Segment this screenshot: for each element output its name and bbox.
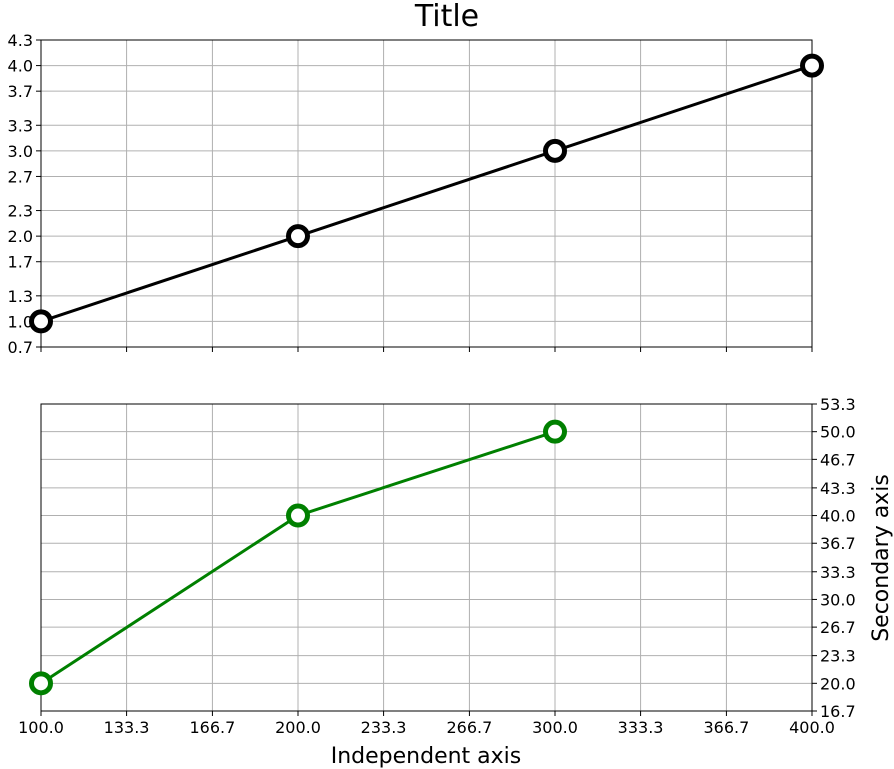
bottom-x-tick-label: 100.0	[18, 718, 64, 737]
bottom-y-tick-label: 26.7	[820, 618, 856, 637]
bottom-y-tick-label: 53.3	[820, 395, 856, 414]
top-y-tick-label: 4.0	[8, 57, 33, 76]
bottom-panel: 100.0 133.3 166.7 200.0 233.3 266.7 300.0 333.3…	[18, 395, 856, 737]
top-series-line	[40, 64, 813, 323]
bottom-data-point	[29, 671, 53, 696]
top-data-point	[286, 224, 310, 249]
top-y-tick-label: 3.3	[8, 116, 33, 135]
bottom-y-tick-label: 46.7	[820, 450, 856, 469]
x-axis-label: Independent axis	[331, 744, 522, 769]
bottom-y-tick-label: 23.3	[820, 647, 856, 666]
bottom-plot-frame	[40, 403, 813, 712]
bottom-x-tick-label: 233.3	[361, 718, 407, 737]
top-y-tick-label: 1.3	[8, 287, 33, 306]
bottom-x-tick-label: 333.3	[618, 718, 664, 737]
bottom-y-tick-label: 43.3	[820, 479, 856, 498]
bottom-data-point	[286, 503, 310, 528]
top-data-point	[543, 138, 567, 163]
bottom-x-tick-label: 200.0	[275, 718, 321, 737]
bottom-y-tick-label: 40.0	[820, 507, 856, 526]
bottom-x-tick-label: 133.3	[104, 718, 150, 737]
top-y-tick-label: 1.7	[8, 253, 33, 272]
top-y-tick-label: 0.7	[8, 338, 33, 357]
bottom-y-tick-label: 36.7	[820, 534, 856, 553]
bottom-data-point	[543, 419, 567, 444]
bottom-x-tick-label: 300.0	[532, 718, 578, 737]
bottom-y-tick-label: 16.7	[820, 702, 856, 721]
bottom-y-tick-label: 33.3	[820, 563, 856, 582]
bottom-x-tick-label: 366.7	[704, 718, 750, 737]
bottom-y-tick-label: 50.0	[820, 423, 856, 442]
top-y-tick-label: 2.0	[8, 227, 33, 246]
bottom-y-tick-label: 30.0	[820, 590, 856, 609]
top-y-tick-label: 4.3	[8, 31, 33, 50]
top-y-tick-label: 3.7	[8, 82, 33, 101]
top-plot-frame	[40, 39, 813, 348]
top-data-point	[800, 53, 824, 78]
top-y-tick-label: 2.7	[8, 167, 33, 186]
top-y-tick-label: 1.0	[8, 312, 33, 331]
top-y-tick-label: 2.3	[8, 202, 33, 221]
top-panel: 0.7 1.0 1.3 1.7 2.0 2.3 2.7 3.0 3.3 3.7 4.0 4.3	[8, 31, 824, 357]
top-y-tick-label: 3.0	[8, 142, 33, 161]
top-data-point	[29, 309, 53, 334]
bottom-x-tick-label: 166.7	[190, 718, 236, 737]
chart-title: Title	[414, 0, 479, 34]
bottom-y-tick-label: 20.0	[820, 674, 856, 693]
bottom-x-tick-label: 266.7	[447, 718, 493, 737]
secondary-y-axis-label: Secondary axis	[869, 474, 894, 642]
bottom-x-tick-label: 400.0	[789, 718, 835, 737]
